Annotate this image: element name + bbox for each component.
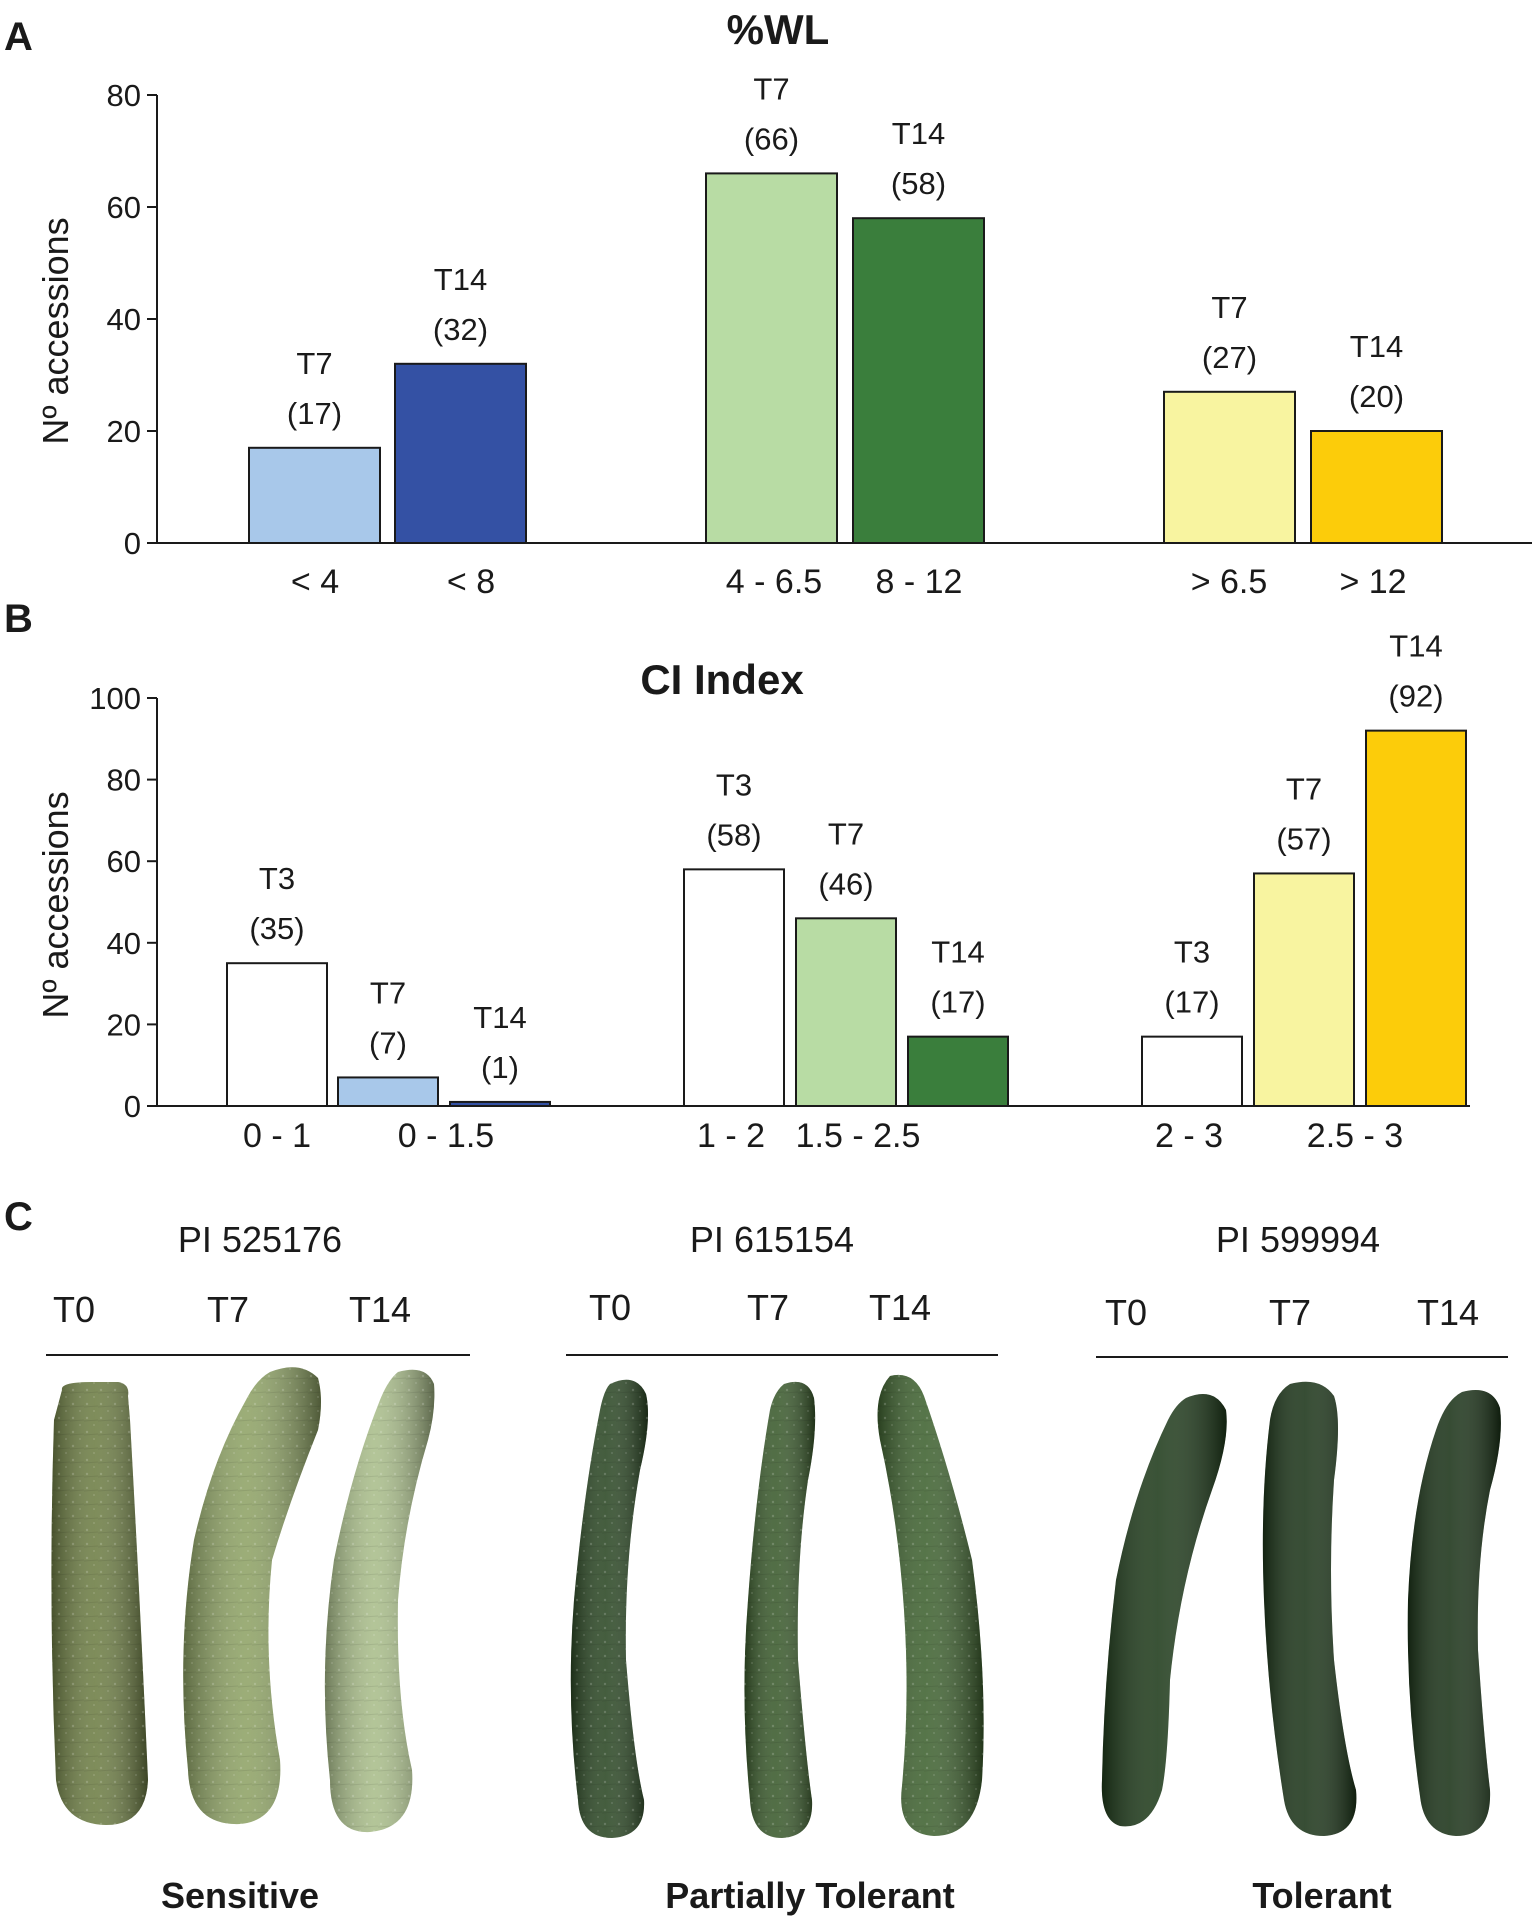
bar-value-label: (32)	[433, 312, 488, 347]
bar	[248, 446, 381, 544]
panel-letter-a: A	[4, 15, 33, 59]
bar-series-label: T7	[1286, 771, 1322, 806]
y-tick-label: 0	[124, 526, 141, 561]
x-category-label: 0 - 1.5	[398, 1117, 494, 1155]
bar-value-label: (17)	[930, 985, 985, 1020]
x-category-label: < 8	[447, 563, 495, 601]
y-tick-label: 40	[107, 302, 141, 337]
x-category-label: 1 - 2	[697, 1117, 765, 1155]
y-tick-label: 20	[107, 414, 141, 449]
bar-value-label: (66)	[744, 121, 799, 156]
x-category-label: 2.5 - 3	[1307, 1117, 1403, 1155]
bar-series-label: T14	[434, 262, 487, 297]
bar	[907, 1035, 1009, 1108]
y-tick-label: 80	[107, 763, 141, 798]
bar-value-label: (7)	[369, 1025, 407, 1060]
bar-series-label: T3	[259, 861, 295, 896]
timepoint-label: T14	[349, 1289, 411, 1330]
x-category-label: > 6.5	[1191, 563, 1268, 601]
bar-series-label: T14	[1350, 329, 1403, 364]
bar	[337, 1076, 439, 1107]
panel-letter-b: B	[4, 597, 33, 641]
bar-series-label: T3	[1174, 935, 1210, 970]
bar-value-label: (58)	[891, 166, 946, 201]
accession-label: PI 525176	[178, 1219, 342, 1260]
bar-series-label: T14	[931, 935, 984, 970]
timepoint-label: T0	[53, 1289, 95, 1330]
x-category-label: < 4	[291, 563, 339, 601]
accession-label: PI 599994	[1216, 1219, 1380, 1260]
timepoint-label: T0	[1105, 1292, 1147, 1333]
bar-series-label: T14	[1389, 629, 1442, 664]
bar-value-label: (17)	[287, 396, 342, 431]
bar-value-label: (20)	[1349, 379, 1404, 414]
y-tick-label: 20	[107, 1007, 141, 1042]
y-tick-label: 40	[107, 926, 141, 961]
y-tick-label: 0	[124, 1089, 141, 1124]
bar-series-label: T3	[716, 767, 752, 802]
timepoint-label: T7	[207, 1289, 249, 1330]
bar-series-label: T14	[473, 1000, 526, 1035]
photo-group-3: PI 599994 T0 T7 T14 Tolerant	[1096, 1219, 1508, 1916]
photo-group-1: PI 525176 T0 T7 T14 Sensitive	[46, 1219, 470, 1916]
bar-value-label: (1)	[481, 1050, 519, 1085]
y-tick-label: 100	[89, 681, 141, 716]
bar-series-label: T7	[1211, 290, 1247, 325]
x-category-label: 8 - 12	[876, 563, 963, 601]
photo-panel: PI 525176 T0 T7 T14 Sensitive PI 615154 …	[46, 1219, 1508, 1916]
bar	[1253, 872, 1355, 1107]
bar	[795, 917, 897, 1107]
chart-b-title: CI Index	[640, 656, 804, 703]
bar-series-label: T7	[828, 816, 864, 851]
tolerance-class-label: Tolerant	[1252, 1875, 1391, 1916]
bar-series-label: T7	[296, 346, 332, 381]
bar	[1365, 729, 1467, 1107]
bar	[683, 868, 785, 1107]
bar	[1141, 1035, 1243, 1108]
y-tick-label: 80	[107, 78, 141, 113]
bar	[705, 172, 838, 544]
bar	[226, 962, 328, 1108]
bar-value-label: (17)	[1164, 985, 1219, 1020]
chart-a-y-axis-label: Nº accessions	[35, 217, 76, 444]
bar-series-label: T14	[892, 116, 945, 151]
bar	[1163, 390, 1296, 544]
x-category-label: 2 - 3	[1155, 1117, 1223, 1155]
bar	[449, 1100, 551, 1108]
bar-series-label: T7	[753, 71, 789, 106]
x-category-label: 0 - 1	[243, 1117, 311, 1155]
timepoint-label: T14	[869, 1287, 931, 1328]
x-category-label: > 12	[1339, 563, 1406, 601]
bar-value-label: (35)	[249, 911, 304, 946]
tolerance-class-label: Partially Tolerant	[665, 1875, 954, 1916]
bar-value-label: (27)	[1202, 340, 1257, 375]
bar-value-label: (58)	[706, 817, 761, 852]
chart-a-title: %WL	[727, 6, 830, 53]
timepoint-label: T7	[747, 1287, 789, 1328]
y-tick-label: 60	[107, 844, 141, 879]
tolerance-class-label: Sensitive	[161, 1875, 319, 1916]
timepoint-label: T14	[1417, 1292, 1479, 1333]
accession-label: PI 615154	[690, 1219, 854, 1260]
timepoint-label: T0	[589, 1287, 631, 1328]
bar	[852, 217, 985, 544]
y-tick-label: 60	[107, 190, 141, 225]
bar	[1310, 430, 1443, 544]
chart-b: CI Index Nº accessions 0 20 40 60 80 100 (35) T…	[35, 629, 1470, 1155]
bar-value-label: (57)	[1276, 821, 1331, 856]
bar-series-label: T7	[370, 975, 406, 1010]
bar	[394, 362, 527, 544]
bar-value-label: (92)	[1388, 679, 1443, 714]
panel-letter-c: C	[4, 1195, 33, 1239]
chart-b-y-axis-label: Nº accessions	[35, 791, 76, 1018]
photo-group-2: PI 615154 T0 T7 T14 Partially Tolerant	[566, 1219, 998, 1916]
chart-a: %WL Nº accessions 0 20 40 60 80 (17) T7 < 4 (32)…	[35, 6, 1532, 601]
x-category-label: 1.5 - 2.5	[796, 1117, 921, 1155]
x-category-label: 4 - 6.5	[726, 563, 822, 601]
timepoint-label: T7	[1269, 1292, 1311, 1333]
bar-value-label: (46)	[818, 866, 873, 901]
